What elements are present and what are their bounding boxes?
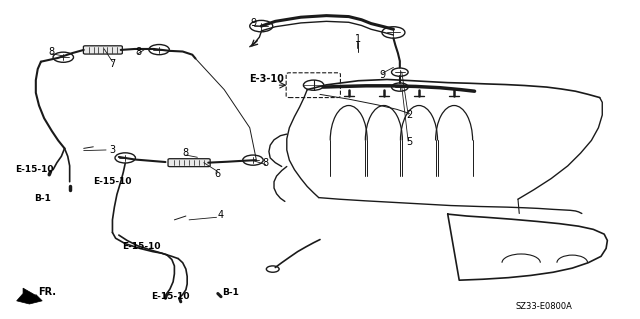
Polygon shape	[17, 288, 42, 304]
Text: B-1: B-1	[34, 194, 51, 203]
Text: 8: 8	[49, 47, 55, 56]
Text: 9: 9	[250, 18, 256, 28]
Text: 5: 5	[406, 137, 413, 147]
Text: 8: 8	[183, 148, 189, 158]
Text: 6: 6	[215, 169, 221, 179]
Text: 9: 9	[380, 70, 386, 80]
Text: E-15-10: E-15-10	[122, 242, 161, 251]
Text: B-1: B-1	[222, 288, 239, 297]
Text: 8: 8	[262, 158, 269, 168]
Text: SZ33-E0800A: SZ33-E0800A	[515, 302, 572, 311]
Text: 8: 8	[135, 47, 141, 56]
FancyBboxPatch shape	[83, 46, 122, 54]
Text: 3: 3	[109, 145, 115, 155]
Text: E-3-10: E-3-10	[249, 73, 284, 84]
Text: 4: 4	[218, 210, 224, 220]
Text: 7: 7	[109, 59, 116, 69]
Text: FR.: FR.	[38, 287, 56, 297]
FancyBboxPatch shape	[168, 159, 210, 167]
Text: E-15-10: E-15-10	[150, 292, 189, 301]
Text: 1: 1	[355, 34, 362, 44]
Text: 2: 2	[406, 110, 413, 120]
Text: E-15-10: E-15-10	[93, 177, 132, 186]
Text: E-15-10: E-15-10	[15, 165, 53, 174]
